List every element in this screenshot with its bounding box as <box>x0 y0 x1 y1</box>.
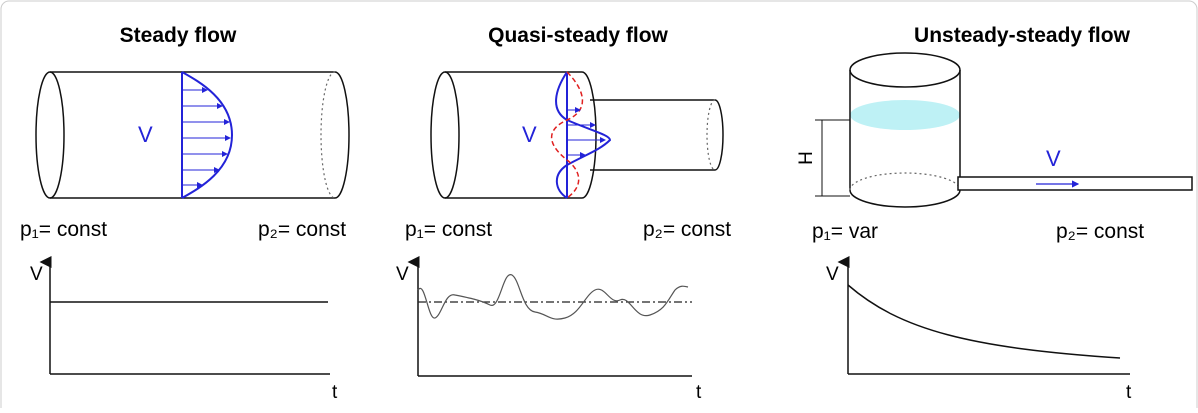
velocity-label: V <box>522 122 537 147</box>
panel-steady: Steady flow V p₁= const p₂= const V t <box>20 24 350 403</box>
pipe-end <box>430 71 460 199</box>
panel-title: Quasi-steady flow <box>488 24 668 47</box>
height-label: H <box>796 151 817 165</box>
pipe-end <box>706 99 716 171</box>
pipe-end <box>334 71 350 199</box>
panel-quasi-steady: Quasi-steady flow V p₁= const p₂= const … <box>396 24 731 403</box>
p1-label: p₁= const <box>20 218 107 241</box>
height-dimension <box>815 119 850 197</box>
pipe-end <box>714 99 724 171</box>
p2-label: p₂= const <box>1056 220 1144 243</box>
panel-title: Unsteady-steady flow <box>914 24 1131 47</box>
velocity-profile-alt <box>550 71 584 199</box>
pipe-end <box>320 71 336 199</box>
pipe-end <box>581 71 597 199</box>
p2-label: p₂= const <box>258 218 346 241</box>
velocity-curve <box>847 284 1121 359</box>
tank-top <box>849 52 961 88</box>
panel-unsteady: Unsteady-steady flow V H p₁= var p₂= con… <box>796 24 1193 403</box>
velocity-label: V <box>138 122 153 147</box>
velocity-profile <box>555 71 612 199</box>
panel-title: Steady flow <box>120 24 237 47</box>
p2-label: p₂= const <box>643 218 731 241</box>
x-axis-label: t <box>1126 382 1132 403</box>
velocity-profile <box>181 71 234 199</box>
p1-label: p₁= const <box>405 218 492 241</box>
p1-label: p₁= var <box>812 220 878 243</box>
velocity-curve <box>417 274 689 320</box>
y-axis-label: V <box>30 264 43 285</box>
pipe-end <box>35 71 65 199</box>
profile-arrows <box>182 87 231 188</box>
water-surface <box>850 100 960 130</box>
x-axis-label: t <box>332 382 338 403</box>
x-axis-label: t <box>696 382 702 403</box>
profile-arrows <box>567 107 606 158</box>
y-axis-label: V <box>826 264 839 285</box>
tank-bottom <box>849 172 961 191</box>
velocity-label: V <box>1046 146 1061 171</box>
y-axis-label: V <box>396 264 409 285</box>
tank-bottom <box>849 189 961 208</box>
